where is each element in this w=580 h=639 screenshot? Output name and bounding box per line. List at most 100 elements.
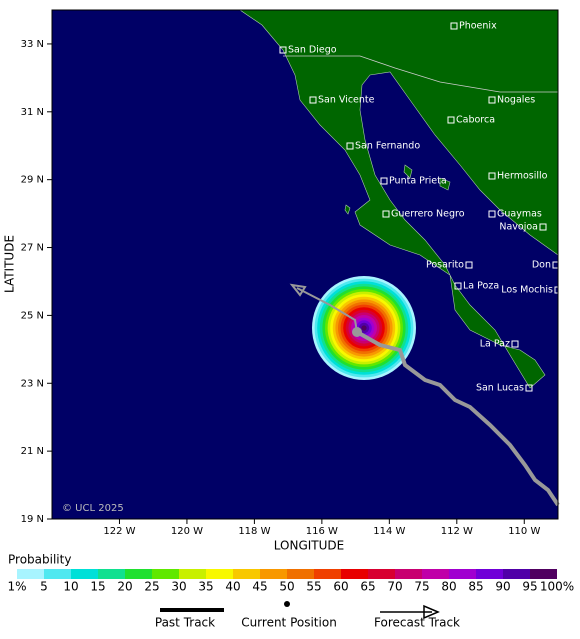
city-label: Nogales [497, 95, 535, 106]
x-tick-label: 120 W [171, 526, 203, 537]
legend-label: 90 [495, 580, 510, 594]
city-label: Posarito [426, 260, 464, 271]
city-marker [309, 96, 317, 104]
y-tick-label: 21 N [21, 446, 44, 457]
legend-swatch [206, 569, 233, 579]
copyright: © UCL 2025 [62, 503, 124, 514]
x-tick-label: 112 W [441, 526, 473, 537]
legend-swatch [71, 569, 98, 579]
y-tick-label: 25 N [21, 310, 44, 321]
forecast-track [296, 287, 358, 333]
current-position-swatch [284, 601, 290, 607]
y-tick-label: 33 N [21, 39, 44, 50]
legend-label: 25 [144, 580, 159, 594]
city-label: San Fernando [355, 141, 420, 152]
y-tick-label: 31 N [21, 107, 44, 118]
legend-label: 100% [540, 580, 574, 594]
legend-label: 10 [63, 580, 78, 594]
legend-label: 1% [7, 580, 26, 594]
city-label: Phoenix [459, 21, 497, 32]
legend-swatch [368, 569, 395, 579]
city-label: Guaymas [497, 209, 542, 220]
legend-label: 5 [40, 580, 48, 594]
legend-current: Current Position [241, 616, 337, 630]
forecast-arrowhead [289, 283, 307, 297]
legend-swatch [449, 569, 476, 579]
legend-label: 60 [333, 580, 348, 594]
plot-frame [51, 9, 559, 520]
y-tick-label: 23 N [21, 378, 44, 389]
city-marker [488, 210, 496, 218]
legend-swatch [260, 569, 287, 579]
legend-swatch [476, 569, 503, 579]
y-tick-label: 27 N [21, 243, 44, 254]
current-position [352, 327, 362, 337]
city-marker [346, 142, 354, 150]
city-label: Los Mochis [501, 285, 553, 296]
x-axis-label: LONGITUDE [274, 539, 344, 553]
legend-swatch [395, 569, 422, 579]
city-label: La Poza [463, 281, 499, 292]
cities: Phoenix San Diego San Vicente Nogales Ca… [279, 21, 562, 394]
legend-label: 65 [360, 580, 375, 594]
city-marker [539, 223, 547, 231]
legend-swatch [152, 569, 179, 579]
city-label: Don [532, 260, 551, 271]
border [283, 55, 558, 93]
forecast-track-arrow [423, 604, 440, 620]
city-marker [382, 210, 390, 218]
legend-swatch [287, 569, 314, 579]
legend-label: 30 [171, 580, 186, 594]
legend-swatch [179, 569, 206, 579]
city-label: Punta Prieta [389, 176, 447, 187]
city-label: Hermosillo [497, 171, 548, 182]
legend-label: 20 [117, 580, 132, 594]
legend-label: 70 [387, 580, 402, 594]
land [239, 9, 559, 389]
city-label: San Lucas [476, 383, 524, 394]
legend-swatch [341, 569, 368, 579]
city-marker [525, 384, 533, 392]
x-tick-label: 110 W [508, 526, 540, 537]
y-tick-label: 19 N [21, 514, 44, 525]
legend-swatch [530, 569, 557, 579]
legend-swatch [314, 569, 341, 579]
city-marker [279, 46, 287, 54]
x-tick-label: 118 W [238, 526, 270, 537]
city-marker [454, 282, 462, 290]
legend-swatch [125, 569, 152, 579]
legend-swatch [422, 569, 449, 579]
past-track [356, 330, 560, 507]
legend-swatch [44, 569, 71, 579]
x-tick-label: 114 W [373, 526, 405, 537]
legend-label: 80 [441, 580, 456, 594]
legend-label: 40 [225, 580, 240, 594]
city-label: Guerrero Negro [391, 209, 465, 220]
legend-swatch [17, 569, 44, 579]
y-tick-label: 29 N [21, 175, 44, 186]
legend-label: 15 [90, 580, 105, 594]
probability-field [312, 276, 416, 380]
city-marker [511, 340, 519, 348]
city-label: Caborca [456, 115, 495, 126]
legend-swatch [233, 569, 260, 579]
city-marker [465, 261, 473, 269]
city-label: San Vicente [318, 95, 375, 106]
legend-label: 85 [468, 580, 483, 594]
city-label: La Paz [480, 339, 510, 350]
legend-label: 45 [252, 580, 267, 594]
city-marker [447, 116, 455, 124]
city-label: San Diego [288, 45, 337, 56]
city-marker [488, 172, 496, 180]
legend-swatch [98, 569, 125, 579]
legend-swatch [503, 569, 530, 579]
city-marker [488, 96, 496, 104]
legend-past: Past Track [155, 616, 215, 630]
probability-ring [361, 325, 367, 331]
city-marker [450, 22, 458, 30]
legend-label: 50 [279, 580, 294, 594]
city-marker [380, 177, 388, 185]
legend-label: 95 [522, 580, 537, 594]
legend-forecast: Forecast Track [374, 616, 460, 630]
